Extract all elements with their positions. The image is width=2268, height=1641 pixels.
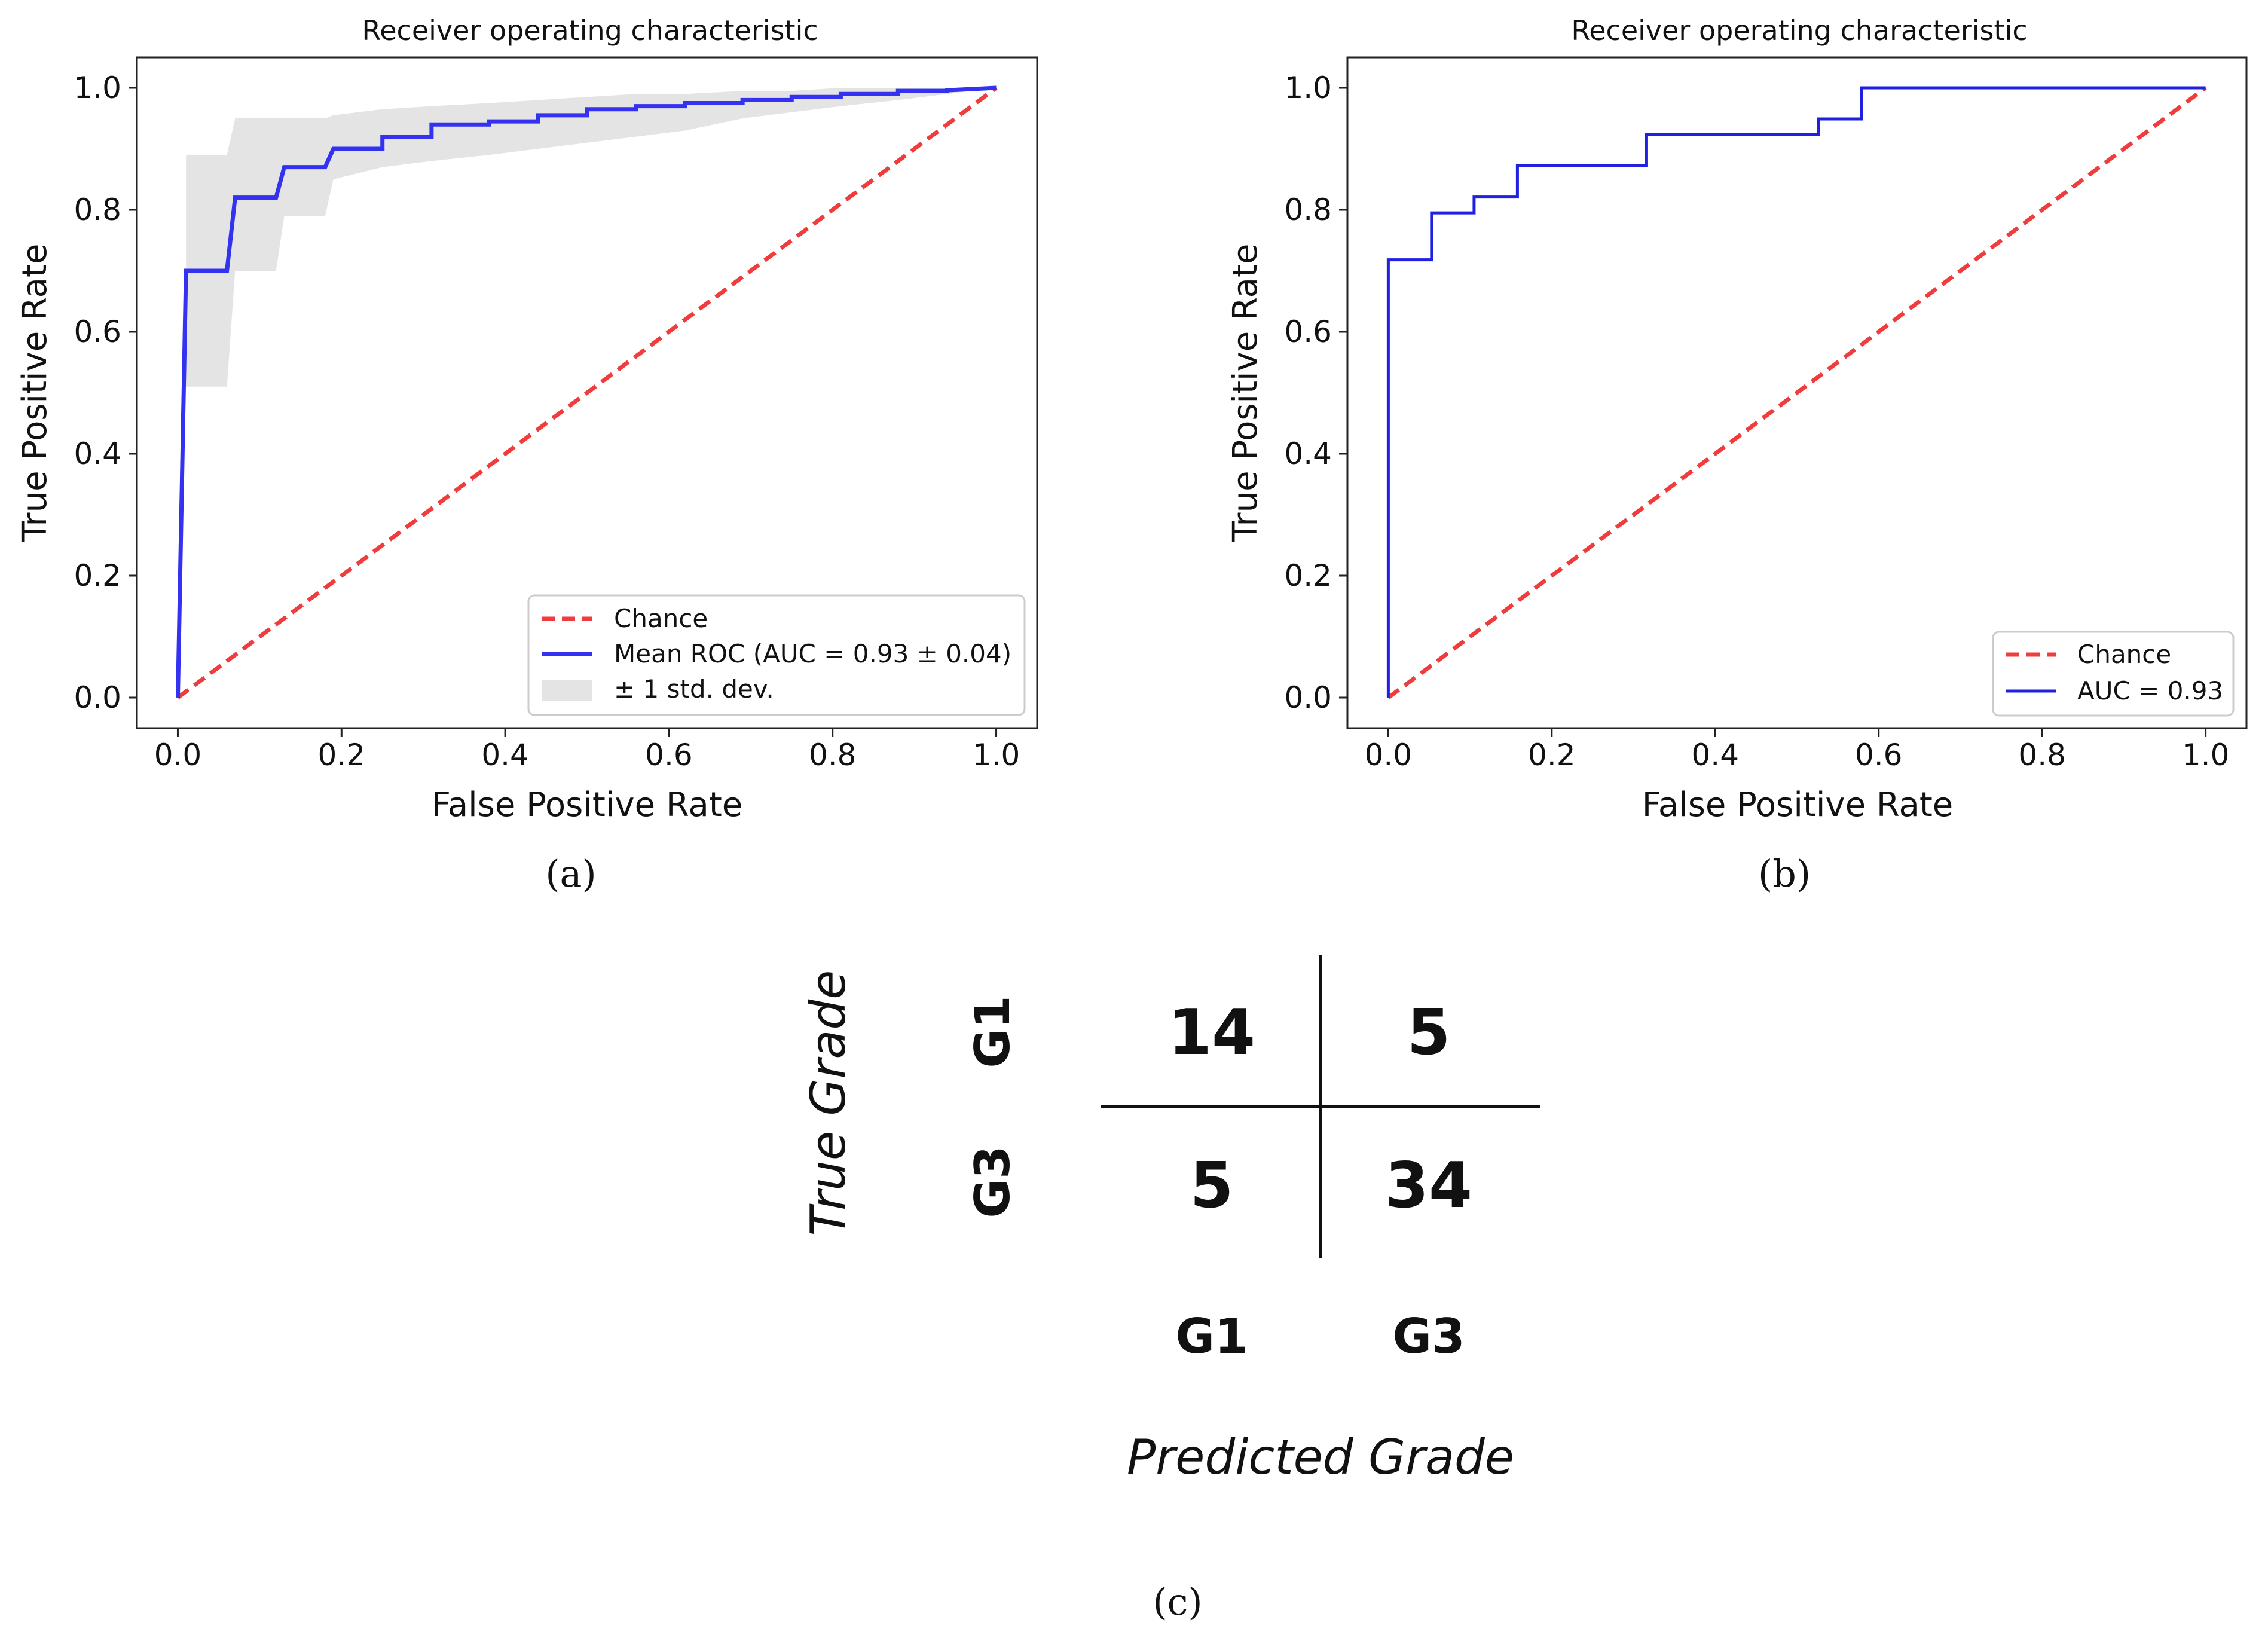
chart-b-ytick-label: 0.2 [1284,558,1332,593]
chart-a-plot-frame [136,56,1038,729]
chart-a-xtick-label: 0.4 [481,738,529,772]
cm-cell-g3-g1: 5 [1190,1149,1233,1222]
chart-a-chance-line [176,86,998,699]
cm-col-label-g1: G1 [1175,1309,1248,1364]
chart-b-xtick-label: 0.6 [1855,738,1903,772]
cm-predicted-grade-label: Predicted Grade [1127,1429,1514,1485]
cm-cell-g1-g1: 14 [1168,996,1255,1069]
chart-b-ytick-label: 0.6 [1284,314,1332,349]
panel-label-a: (a) [545,852,596,896]
chart-b-ytick-label: 0.0 [1284,680,1332,715]
chart-b-plot-frame [1346,56,2248,729]
legend-a-band-swatch [542,680,592,701]
panel-label-c: (c) [1153,1580,1202,1624]
chart-a-xtick-label: 0.8 [809,738,857,772]
legend-b-chance-label: Chance [2077,640,2171,669]
legend-a-band-label: ± 1 std. dev. [614,674,774,704]
chart-a-xtick-label: 0.6 [645,738,693,772]
chart-b-xtick-label: 0.4 [1692,738,1740,772]
legend-a-roc-label: Mean ROC (AUC = 0.93 ± 0.04) [614,639,1011,668]
confusion-matrix: True Grade G1 G3 14 5 5 34 G1 G3 Predict… [800,955,1540,1624]
chart-b-ytick-label: 0.4 [1284,436,1332,471]
chart-a-xlabel: False Positive Rate [432,786,742,824]
chart-b-legend: Chance AUC = 0.93 [1992,631,2235,717]
chart-a-ytick-label: 0.8 [74,192,121,227]
chart-b-roc-line [1386,86,2206,698]
chart-a-title: Receiver operating characteristic [362,14,818,47]
chart-b-title: Receiver operating characteristic [1571,14,2027,47]
chart-a-ytick-label: 0.2 [74,558,121,593]
cm-col-label-g3: G3 [1392,1309,1465,1364]
cm-row-label-g3: G3 [965,1145,1020,1218]
chart-b-chance-line [1387,86,2207,699]
chart-b-xtick-label: 0.8 [2018,738,2066,772]
chart-b-xtick-label: 1.0 [2182,738,2230,772]
chart-a-xtick-label: 0.0 [154,738,202,772]
legend-a-chance-label: Chance [614,604,708,633]
legend-b-auc-label: AUC = 0.93 [2077,676,2223,705]
chart-b-xtick-label: 0.2 [1528,738,1576,772]
chart-b-xtick-label: 0.0 [1365,738,1413,772]
cm-cell-g1-g3: 5 [1407,996,1450,1069]
cm-cell-g3-g3: 34 [1385,1149,1472,1222]
chart-b-ytick-label: 1.0 [1284,71,1332,105]
chart-b-xlabel: False Positive Rate [1642,786,1953,824]
chart-a-std-band [186,88,997,387]
chart-a-ytick-label: 0.4 [74,436,121,471]
roc-chart-b: Receiver operating characteristic 0.0 0.2… [1226,14,2248,896]
chart-a-ytick-label: 0.0 [74,680,121,715]
chart-a-xtick-label: 0.2 [318,738,366,772]
chart-a-xtick-label: 1.0 [973,738,1020,772]
chart-a-ytick-label: 0.6 [74,314,121,349]
cm-row-label-g1: G1 [965,995,1020,1068]
chart-b-ytick-label: 0.8 [1284,192,1332,227]
chart-a-roc-line [175,85,997,698]
chart-a-ytick-label: 1.0 [74,71,121,105]
panel-label-b: (b) [1758,852,1811,896]
chart-b-ylabel: True Positive Rate [1226,244,1265,543]
chart-a-legend: Chance Mean ROC (AUC = 0.93 ± 0.04) ± 1 … [527,594,1026,716]
roc-chart-a: Receiver operating characteristic 0.0 0.2… [16,14,1038,896]
chart-a-ylabel: True Positive Rate [16,244,54,543]
cm-true-grade-label: True Grade [800,970,856,1236]
